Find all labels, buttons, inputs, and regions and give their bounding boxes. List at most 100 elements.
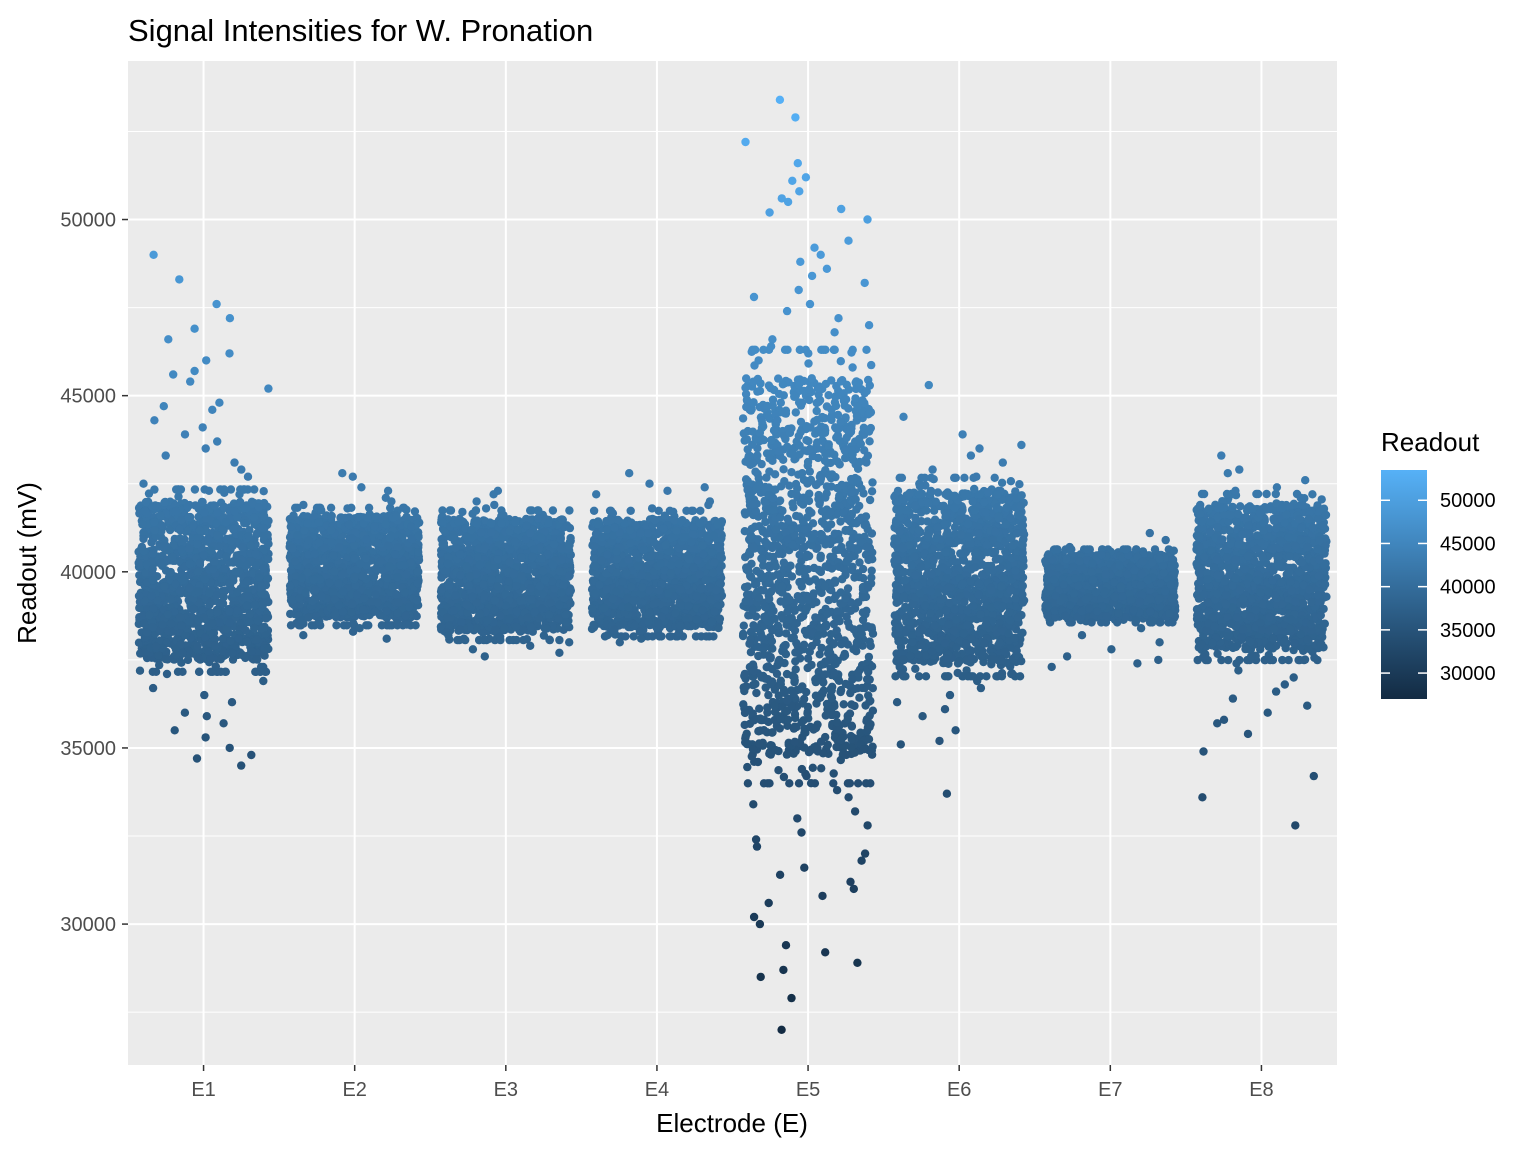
data-point: [207, 546, 216, 555]
data-point: [526, 529, 535, 538]
data-point: [204, 647, 213, 656]
data-point: [483, 616, 492, 625]
data-point: [336, 513, 345, 522]
data-point: [303, 568, 312, 577]
data-point: [562, 618, 571, 627]
outlier-point: [338, 469, 347, 478]
outlier-point: [170, 726, 179, 735]
data-point: [465, 572, 475, 581]
outlier-point: [343, 504, 352, 513]
outlier-point: [192, 754, 202, 763]
data-point: [392, 590, 401, 599]
data-point: [691, 632, 701, 641]
outlier-point: [225, 743, 234, 753]
data-point: [451, 591, 460, 600]
data-point: [317, 592, 326, 601]
data-point: [414, 547, 423, 557]
outlier-point: [237, 761, 246, 770]
data-point: [185, 583, 194, 593]
data-point: [523, 613, 532, 622]
data-point: [467, 533, 476, 542]
data-point: [497, 519, 506, 528]
data-point: [225, 618, 234, 627]
data-point: [549, 540, 559, 549]
data-points: [134, 95, 1331, 1035]
data-point: [250, 600, 260, 610]
data-point: [259, 511, 269, 521]
data-point: [141, 497, 151, 507]
data-point: [401, 611, 410, 620]
data-point: [242, 601, 252, 610]
data-point: [496, 611, 505, 620]
data-point: [438, 517, 447, 526]
data-point: [185, 559, 194, 569]
data-point: [334, 579, 343, 588]
data-point: [159, 542, 168, 551]
data-point: [493, 582, 503, 591]
data-point: [167, 619, 176, 628]
data-point: [229, 524, 238, 534]
outlier-point: [315, 616, 324, 626]
data-point: [174, 492, 183, 501]
data-point: [519, 563, 528, 572]
outlier-point: [256, 662, 266, 672]
data-point: [475, 560, 484, 570]
data-point: [512, 622, 521, 631]
outlier-point: [299, 500, 308, 510]
data-point: [512, 606, 521, 616]
data-point: [139, 546, 148, 556]
data-point: [363, 513, 372, 522]
data-point: [555, 635, 564, 645]
outlier-point: [259, 676, 268, 686]
data-point: [479, 544, 489, 553]
data-point: [293, 531, 302, 540]
data-point: [329, 551, 338, 560]
data-point: [229, 557, 238, 566]
data-point: [179, 575, 188, 585]
outlier-point: [480, 652, 489, 661]
outlier-point: [225, 314, 235, 323]
data-point: [522, 521, 531, 530]
data-point: [384, 541, 393, 550]
data-point: [191, 501, 200, 510]
data-point: [171, 506, 181, 516]
data-point: [157, 521, 166, 530]
data-point: [243, 485, 252, 494]
outlier-point: [201, 733, 210, 742]
data-point: [467, 525, 476, 535]
outlier-point: [472, 497, 481, 506]
data-point: [326, 526, 336, 535]
data-point: [193, 539, 202, 549]
data-point: [154, 651, 163, 660]
data-point: [362, 535, 371, 544]
data-point: [487, 528, 496, 537]
outlier-point: [565, 638, 574, 647]
data-point: [286, 522, 295, 531]
data-point: [173, 667, 183, 676]
outlier-point: [459, 634, 469, 643]
data-point: [295, 593, 304, 603]
data-point: [314, 538, 324, 547]
data-point: [245, 609, 255, 619]
data-point: [247, 646, 256, 656]
outlier-point: [159, 402, 168, 411]
data-point: [254, 503, 264, 512]
outlier-point: [161, 451, 170, 460]
outlier-point: [202, 356, 211, 365]
outlier-point: [227, 698, 237, 707]
data-point: [348, 599, 357, 609]
outlier-point: [264, 384, 273, 393]
data-point: [557, 515, 567, 524]
outlier-point: [162, 669, 172, 679]
data-point: [376, 556, 385, 566]
data-point: [227, 648, 237, 658]
data-point: [177, 545, 186, 554]
data-point: [310, 549, 319, 559]
data-point: [393, 572, 402, 582]
data-point: [185, 544, 194, 553]
data-point: [565, 523, 575, 533]
data-point: [401, 588, 410, 597]
data-point: [388, 582, 397, 591]
data-point: [505, 614, 514, 624]
data-point: [538, 566, 548, 576]
